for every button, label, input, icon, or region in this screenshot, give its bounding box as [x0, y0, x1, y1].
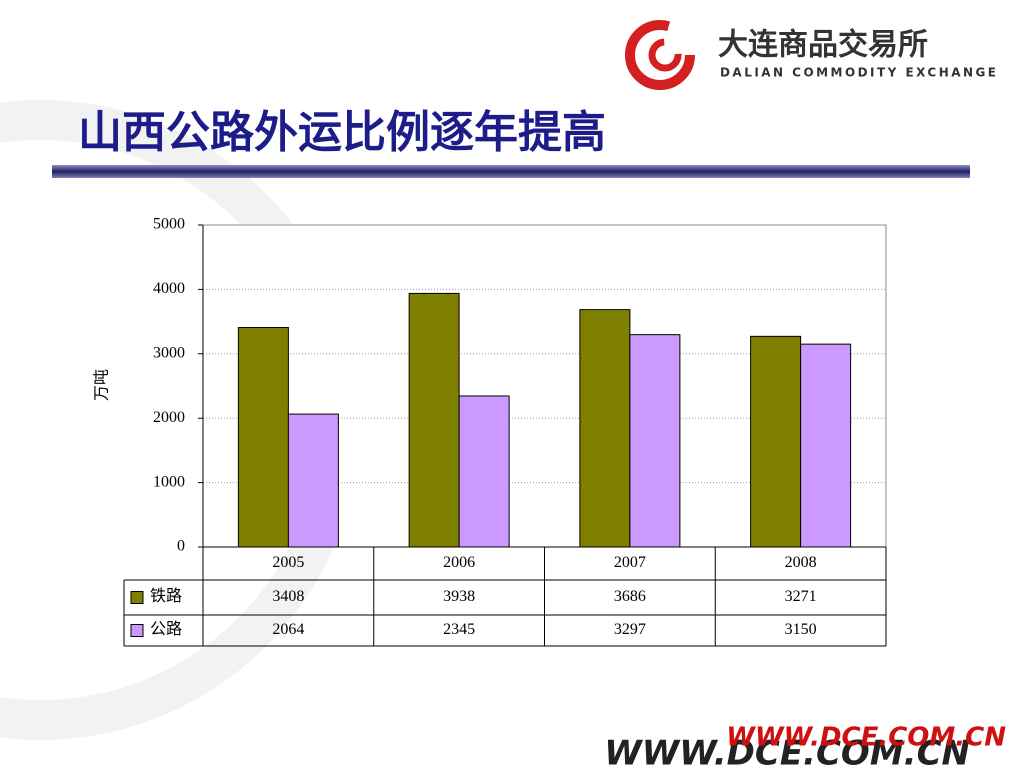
y-tick-label: 2000	[153, 409, 185, 426]
slide-title: 山西公路外运比例逐年提高	[78, 107, 606, 158]
bar	[408, 292, 460, 548]
legend-swatch	[130, 624, 144, 637]
logo-text: 大连商品交易所	[718, 28, 928, 63]
x-tick-label: 2006	[443, 554, 475, 571]
table-value: 3297	[614, 621, 646, 638]
table-value: 3408	[272, 588, 304, 605]
y-tick-label: 5000	[153, 216, 185, 233]
x-tick-label: 2008	[785, 554, 817, 571]
chart: 0 1000 2000 3000 4000 5000 万吨 2005 3408 2064 2006 3…	[93, 216, 887, 647]
logo-mark-inner	[648, 38, 682, 72]
y-tick-label: 4000	[153, 280, 185, 297]
legend-swatch	[130, 591, 144, 604]
x-tick-label: 2005	[272, 554, 304, 571]
x-tick-label: 2007	[614, 554, 646, 571]
url-shadow: WWW.DCE.COM.CN	[604, 734, 970, 769]
bar	[458, 395, 510, 548]
title-underline	[52, 165, 970, 178]
bar	[629, 334, 681, 548]
table-value: 3938	[443, 588, 475, 605]
table-value: 3686	[614, 588, 646, 605]
table-value: 3271	[785, 588, 817, 605]
legend-label: 公路	[150, 620, 182, 638]
bar	[750, 335, 802, 548]
table-value: 3150	[785, 621, 817, 638]
legend-label: 铁路	[150, 587, 182, 605]
logo-mark	[625, 20, 695, 90]
table-value: 2064	[272, 621, 304, 638]
bar	[287, 413, 339, 548]
y-tick-label: 1000	[153, 473, 185, 490]
bar	[800, 343, 852, 548]
logo-subtext: DALIAN COMMODITY EXCHANGE	[720, 66, 996, 80]
bar	[237, 327, 289, 548]
y-tick-label: 3000	[153, 344, 185, 361]
table-value: 2345	[443, 621, 475, 638]
y-tick-label: 0	[177, 538, 185, 555]
bar	[579, 309, 631, 548]
url: WWW.DCE.COM.CN	[726, 723, 1006, 753]
y-axis-label: 万吨	[93, 369, 111, 401]
